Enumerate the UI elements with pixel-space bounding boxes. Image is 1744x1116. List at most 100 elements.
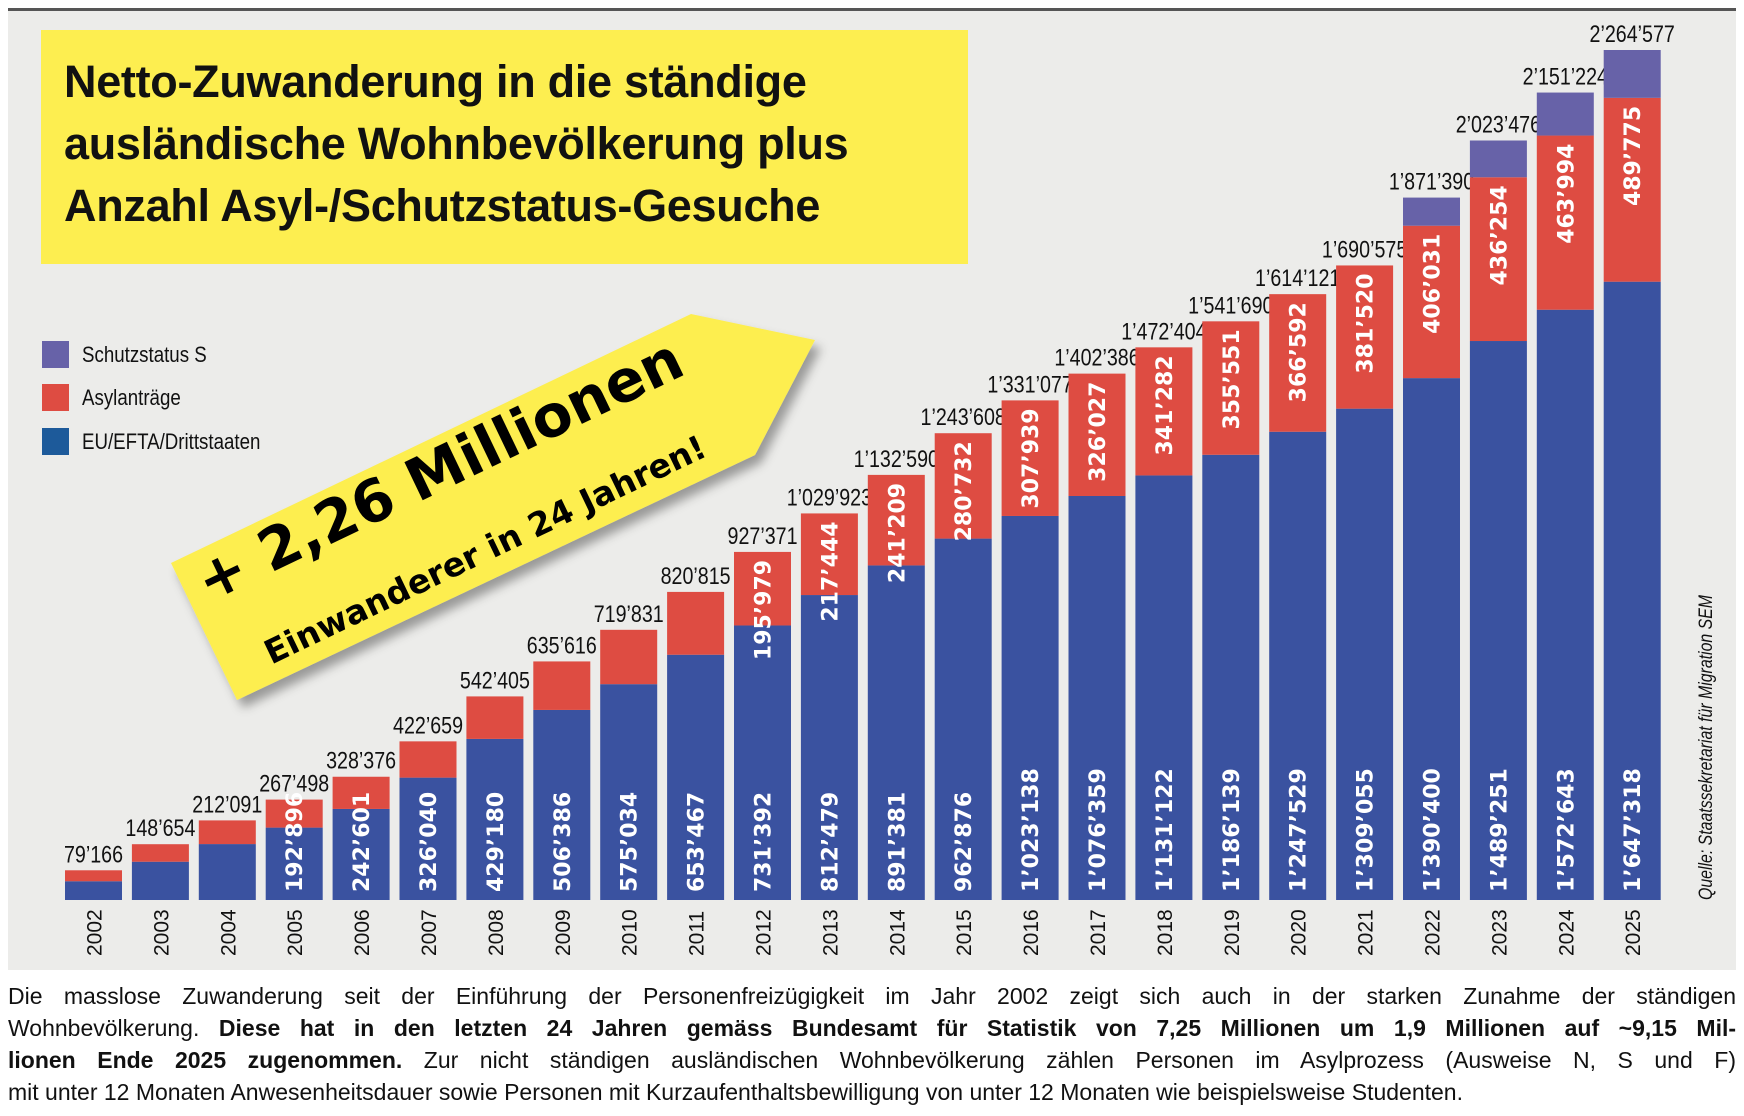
bar-segment-eu	[667, 654, 725, 900]
x-tick-label: 2016	[1020, 909, 1043, 956]
paragraph-line: Die masslose Zuwanderung seit der Einfüh…	[8, 980, 1736, 1012]
bar-label-asyl: 355’551	[1220, 329, 1245, 429]
bar-label-eu: 1’023’138	[1019, 768, 1044, 892]
bar-total-label: 820’815	[661, 562, 731, 589]
bar-total-label: 1’331’077	[987, 371, 1072, 398]
bar-label-asyl: 241’209	[885, 483, 910, 583]
bar-segment-eu	[1536, 309, 1594, 900]
banner-arrow-shape	[171, 314, 815, 700]
bar-label-asyl: 217’444	[818, 521, 843, 621]
bar-label-asyl: 341’282	[1153, 355, 1178, 455]
x-tick-label: 2011	[686, 911, 709, 956]
bar-label-asyl: 463’994	[1554, 144, 1579, 244]
bar-label-asyl: 366’592	[1287, 302, 1312, 402]
bar-segment-eu	[934, 538, 992, 900]
bar-segment-eu	[1403, 378, 1460, 900]
chart-title-line-2: ausländische Wohnbevölkerung plus	[64, 118, 849, 169]
chart-title-line-3: Anzahl Asyl-/Schutzstatus-Gesuche	[64, 180, 821, 231]
bar-segment-eu	[867, 565, 925, 900]
legend-label: EU/EFTA/Drittstaaten	[82, 429, 261, 454]
x-tick-label: 2015	[953, 909, 976, 956]
bar-segment-eu	[1269, 431, 1327, 900]
x-tick-label: 2021	[1355, 909, 1378, 956]
bar-total-label: 2’264’577	[1590, 20, 1675, 47]
x-tick-label: 2007	[418, 909, 441, 956]
bar-segment-eu	[466, 738, 524, 900]
x-tick-label: 2019	[1221, 909, 1244, 956]
paragraph-text: mit unter 12 Monaten Anwesenheitsdauer s…	[8, 1079, 1463, 1105]
bar-label-eu: 1’131’122	[1153, 768, 1178, 892]
bar-segment-eu	[131, 861, 189, 900]
bar-segment-schutzstatus	[1603, 50, 1661, 98]
bar-segment-asyl	[934, 433, 992, 539]
bar-segment-eu	[1068, 495, 1126, 900]
bar-segment-asyl	[533, 661, 591, 710]
bar-segment-eu	[65, 881, 122, 900]
paragraph-text: Zur nicht ständigen ausländischen Wohnbe…	[402, 1047, 1736, 1073]
bar-label-asyl: 326’027	[1086, 382, 1111, 482]
bar-total-label: 212’091	[192, 791, 262, 818]
bar-total-label: 719’831	[594, 600, 664, 627]
x-tick-label: 2005	[284, 909, 307, 956]
bar-segment-eu	[1603, 281, 1661, 900]
bar-total-label: 635’616	[527, 632, 597, 659]
bar-label-eu: 1’647’318	[1621, 768, 1646, 892]
bar-label-eu: 1’076’359	[1086, 768, 1111, 892]
x-tick-label: 2024	[1555, 909, 1578, 956]
bar-segment-asyl	[1536, 135, 1594, 310]
paragraph-bold-text: lionen Ende 2025 zugenommen.	[8, 1047, 403, 1073]
bar-segment-asyl	[867, 474, 925, 566]
bar-label-eu: 575’034	[618, 792, 643, 892]
x-tick-label: 2004	[217, 909, 240, 956]
bar-label-eu: 962’876	[952, 792, 977, 892]
x-tick-label: 2023	[1488, 909, 1511, 956]
bar-segment-asyl	[1403, 225, 1460, 379]
bar-label-asyl: 195’979	[752, 560, 777, 660]
bar-total-label: 2’023’476	[1456, 111, 1541, 138]
bar-segment-asyl	[198, 820, 256, 845]
bar-label-eu: 1’186’139	[1220, 768, 1245, 892]
bar-label-eu: 1’489’251	[1487, 768, 1512, 892]
bar-segment-asyl	[1202, 321, 1260, 455]
bar-segment-eu	[600, 684, 658, 900]
x-tick-label: 2006	[351, 909, 374, 956]
bar-label-eu: 1’572’643	[1554, 768, 1579, 892]
bar-label-eu: 1’309’055	[1354, 768, 1379, 892]
bar-total-label: 1’690’575	[1322, 236, 1407, 263]
bar-label-eu: 326’040	[417, 792, 442, 892]
bar-label-eu: 812’479	[818, 792, 843, 892]
bar-total-label: 79’166	[64, 840, 123, 867]
bar-segment-asyl	[1469, 177, 1527, 342]
paragraph-line: lionen Ende 2025 zugenommen. Zur nicht s…	[8, 1044, 1736, 1076]
bar-segment-schutzstatus	[1469, 140, 1527, 178]
bar-total-label: 927’371	[727, 522, 797, 549]
bar-segment-eu	[734, 625, 791, 900]
bar-total-label: 328’376	[326, 747, 396, 774]
bar-segment-eu	[1001, 515, 1059, 900]
bar-total-label: 1’402’386	[1054, 344, 1139, 371]
bar-total-label: 148’654	[125, 814, 195, 841]
bar-label-eu: 1’247’529	[1287, 768, 1312, 892]
bar-segment-asyl	[1336, 265, 1394, 409]
bar-segment-asyl	[466, 696, 524, 739]
x-tick-label: 2002	[84, 909, 107, 956]
bar-segment-asyl	[1603, 97, 1661, 282]
bar-segment-asyl	[1269, 294, 1327, 432]
bar-segment-eu	[533, 709, 591, 900]
legend-swatch	[42, 428, 69, 455]
bar-segment-eu	[332, 808, 390, 900]
bar-label-eu: 1’390’400	[1421, 768, 1446, 892]
x-tick-label: 2022	[1422, 909, 1445, 956]
description-paragraph: Die masslose Zuwanderung seit der Einfüh…	[8, 980, 1736, 1108]
x-tick-label: 2008	[485, 909, 508, 956]
bar-total-label: 1’029’923	[787, 484, 872, 511]
bar-segment-asyl	[1135, 347, 1193, 476]
paragraph-line: mit unter 12 Monaten Anwesenheitsdauer s…	[8, 1076, 1736, 1108]
bar-label-eu: 242’601	[350, 792, 375, 892]
bar-segment-eu	[198, 844, 256, 900]
bar-total-label: 1’132’590	[854, 445, 939, 472]
legend-label: Asylanträge	[82, 385, 181, 410]
bar-label-eu: 506’386	[551, 792, 576, 892]
title-box: Netto-Zuwanderung in die ständige auslän…	[41, 30, 968, 264]
bar-segment-eu	[1202, 454, 1260, 900]
